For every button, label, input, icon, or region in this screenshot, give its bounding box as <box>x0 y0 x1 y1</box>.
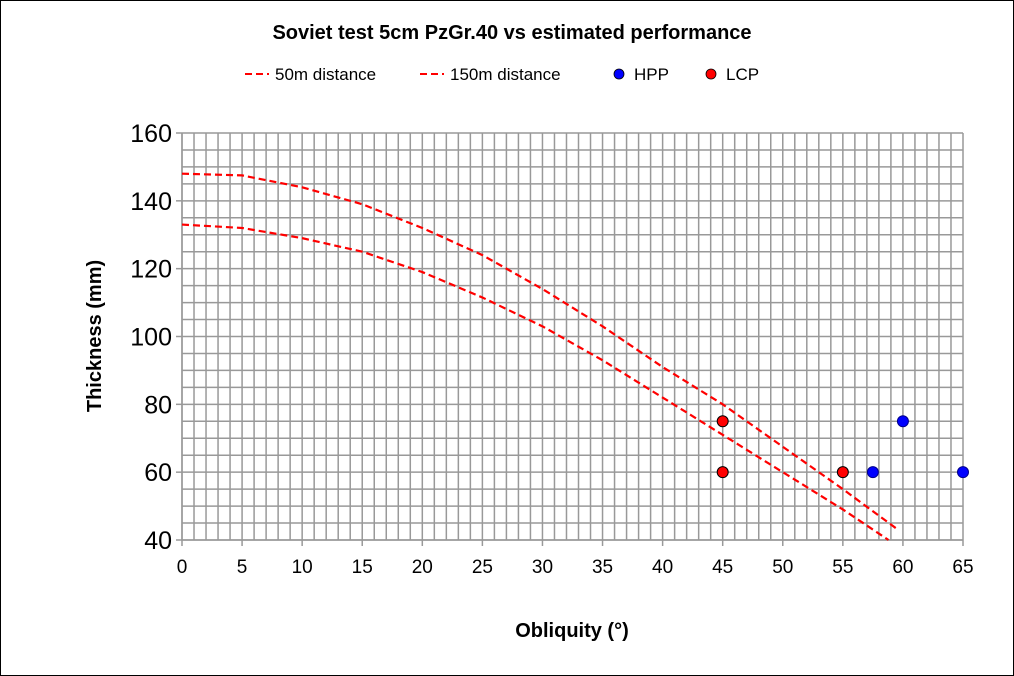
x-tick-label: 45 <box>712 557 733 578</box>
x-tick-label: 65 <box>952 557 973 578</box>
x-axis-label: Obliquity (°) <box>515 620 629 642</box>
legend-marker-icon <box>705 68 717 80</box>
chart-title: Soviet test 5cm PzGr.40 vs estimated per… <box>272 22 751 44</box>
y-tick-label: 40 <box>144 527 172 555</box>
y-tick-label: 60 <box>144 459 172 487</box>
x-tick-label: 40 <box>652 557 673 578</box>
x-tick-label: 20 <box>412 557 433 578</box>
legend-label: HPP <box>634 65 669 84</box>
legend-label: 50m distance <box>275 65 376 84</box>
data-point-LCP <box>836 466 849 479</box>
x-tick-label: 10 <box>292 557 313 578</box>
data-point-HPP <box>896 415 909 428</box>
y-tick-label: 160 <box>130 120 172 148</box>
series-line-50m-distance <box>181 172 899 531</box>
y-tick-label: 140 <box>130 188 172 216</box>
x-tick-label: 55 <box>832 557 853 578</box>
x-tick-label: 0 <box>177 557 188 578</box>
y-tick-label: 80 <box>144 391 172 419</box>
y-axis-label: Thickness (mm) <box>84 260 106 412</box>
x-tick-label: 60 <box>892 557 913 578</box>
x-tick-label: 35 <box>592 557 613 578</box>
y-tick-label: 120 <box>130 256 172 284</box>
legend-marker-icon <box>613 68 625 80</box>
data-point-LCP <box>716 466 729 479</box>
y-tick-label: 100 <box>130 324 172 352</box>
x-tick-label: 5 <box>237 557 248 578</box>
series-line-150m-distance <box>181 223 890 541</box>
legend-label: LCP <box>726 65 759 84</box>
x-tick-label: 25 <box>472 557 493 578</box>
x-tick-label: 30 <box>532 557 553 578</box>
data-point-HPP <box>957 466 969 479</box>
data-point-HPP <box>866 466 879 479</box>
x-tick-label: 15 <box>352 557 373 578</box>
data-point-LCP <box>716 415 729 428</box>
legend-label: 150m distance <box>450 65 561 84</box>
x-tick-label: 50 <box>772 557 793 578</box>
